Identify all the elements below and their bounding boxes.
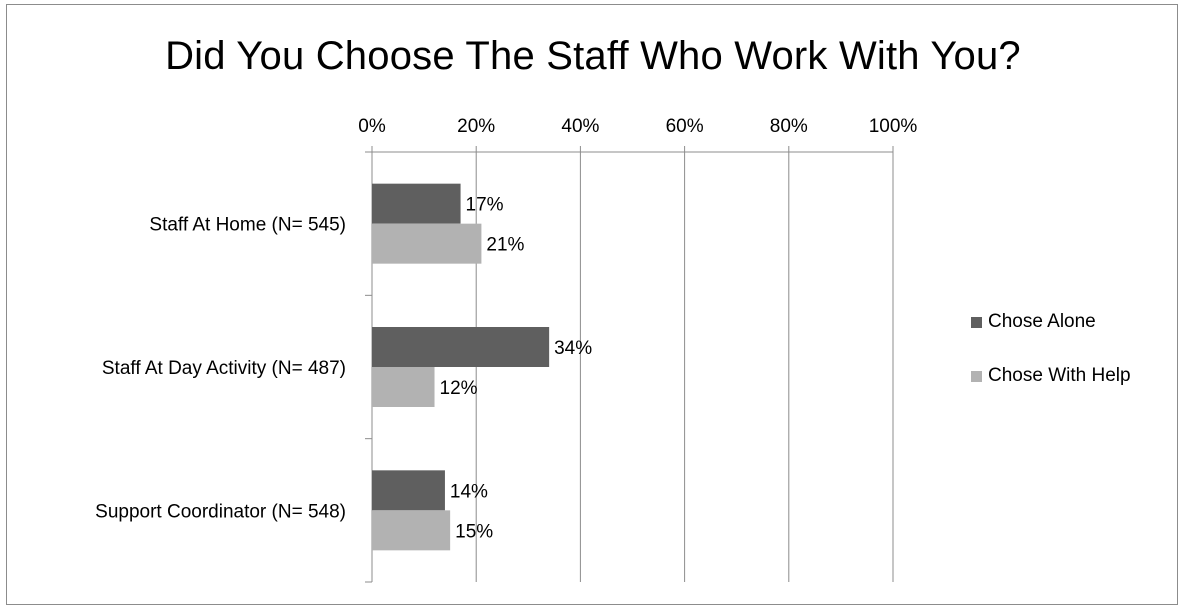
- data-label: 12%: [440, 378, 478, 399]
- legend-label: Chose With Help: [988, 365, 1131, 386]
- bar: [372, 223, 482, 264]
- x-tick-label: 80%: [770, 116, 808, 137]
- data-label: 14%: [450, 481, 488, 502]
- legend-swatch: [971, 371, 982, 382]
- bar: [372, 470, 445, 511]
- bar: [372, 510, 451, 551]
- bar: [372, 327, 550, 367]
- category-label: Staff At Day Activity (N= 487): [102, 358, 346, 379]
- legend-label: Chose Alone: [988, 311, 1096, 332]
- legend-swatch: [971, 317, 982, 328]
- chart-frame: [6, 4, 1178, 605]
- chart-title: Did You Choose The Staff Who Work With Y…: [165, 34, 1021, 78]
- x-tick-label: 20%: [457, 116, 495, 137]
- x-tick-label: 0%: [358, 116, 386, 137]
- data-label: 17%: [466, 195, 504, 216]
- x-tick-label: 60%: [666, 116, 704, 137]
- bar: [372, 367, 435, 407]
- category-label: Staff At Home (N= 545): [149, 215, 346, 236]
- data-label: 21%: [486, 235, 524, 256]
- category-label: Support Coordinator (N= 548): [95, 501, 346, 522]
- data-label: 34%: [554, 338, 592, 359]
- x-tick-label: 100%: [869, 116, 918, 137]
- x-tick-label: 40%: [561, 116, 599, 137]
- data-label: 15%: [455, 521, 493, 542]
- bar: [372, 183, 461, 224]
